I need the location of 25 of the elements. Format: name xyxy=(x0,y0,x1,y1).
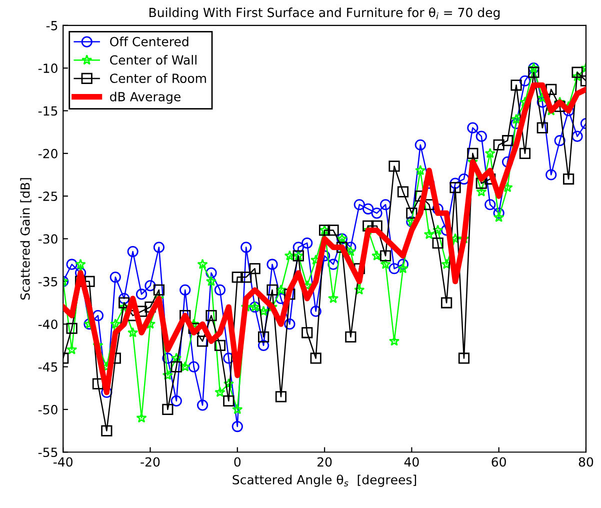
x-tick-label: 60 xyxy=(492,457,506,467)
x-tick-label: 40 xyxy=(404,457,419,467)
y-tick-label: -35 xyxy=(38,276,58,286)
legend-label: Off Centered xyxy=(110,36,188,46)
y-tick-label: -15 xyxy=(38,106,58,116)
x-tick-label: 80 xyxy=(578,457,594,467)
chart-title: Building With First Surface and Furniture for θ$_{i}$ = 70 deg xyxy=(150,7,500,20)
x-tick-label: 20 xyxy=(318,457,332,467)
y-axis-title: Scattered Gain [dB] xyxy=(20,178,32,300)
y-tick-label: -55 xyxy=(38,448,58,458)
y-tick-label: -5 xyxy=(46,21,58,30)
legend-label: Center of Room xyxy=(110,73,206,84)
legend-label: Center of Wall xyxy=(110,55,196,65)
y-tick-label: -25 xyxy=(38,192,58,202)
y-tick-label: -45 xyxy=(38,362,58,372)
y-tick-label: -40 xyxy=(38,320,58,330)
x-tick-label: 0 xyxy=(234,457,241,467)
y-tick-label: -20 xyxy=(38,148,58,158)
y-tick-label: -30 xyxy=(38,234,58,244)
y-tick-label: -50 xyxy=(38,404,58,414)
x-tick-label: -40 xyxy=(54,457,72,467)
x-tick-label: -20 xyxy=(140,457,160,467)
y-tick-label: -10 xyxy=(38,64,58,73)
legend-label: dB Average xyxy=(110,92,180,104)
x-axis-title: Scattered Angle θ$_{s}$ [degrees] xyxy=(232,474,416,487)
